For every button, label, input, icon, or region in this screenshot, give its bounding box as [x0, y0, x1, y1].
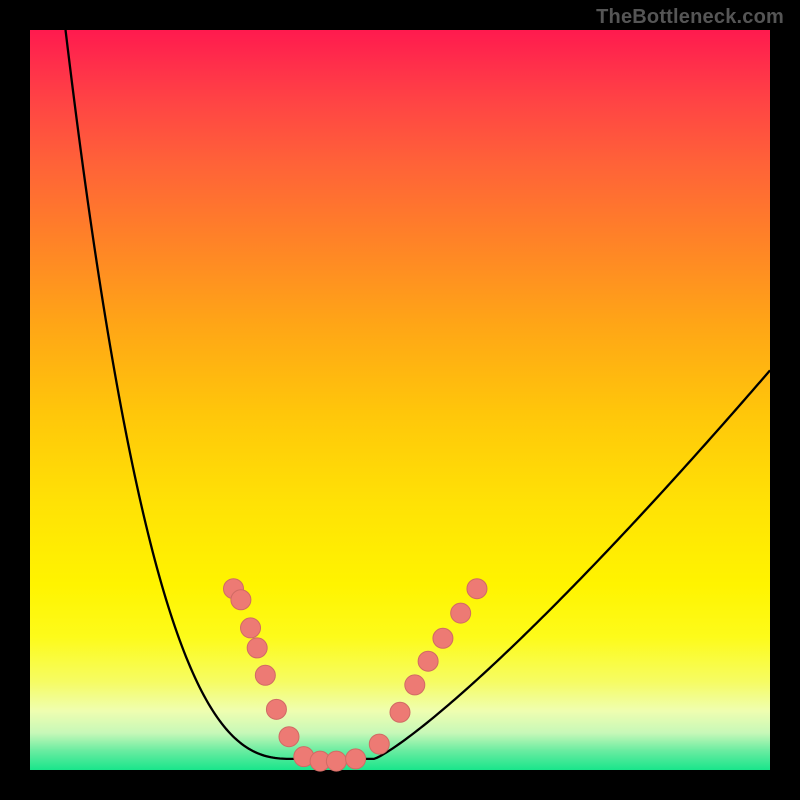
marker-dot	[418, 651, 438, 671]
marker-dot	[266, 699, 286, 719]
marker-dot	[369, 734, 389, 754]
marker-dot	[247, 638, 267, 658]
marker-dot	[326, 751, 346, 771]
chart-container: TheBottleneck.com	[0, 0, 800, 800]
marker-dot	[405, 675, 425, 695]
marker-dot	[451, 603, 471, 623]
marker-dot	[279, 727, 299, 747]
chart-svg	[0, 0, 800, 800]
marker-dot	[346, 749, 366, 769]
marker-dot	[241, 618, 261, 638]
marker-dot	[433, 628, 453, 648]
plot-background	[30, 30, 770, 770]
marker-dot	[231, 590, 251, 610]
marker-dot	[390, 702, 410, 722]
marker-dot	[467, 579, 487, 599]
watermark: TheBottleneck.com	[596, 6, 784, 29]
marker-dot	[255, 665, 275, 685]
